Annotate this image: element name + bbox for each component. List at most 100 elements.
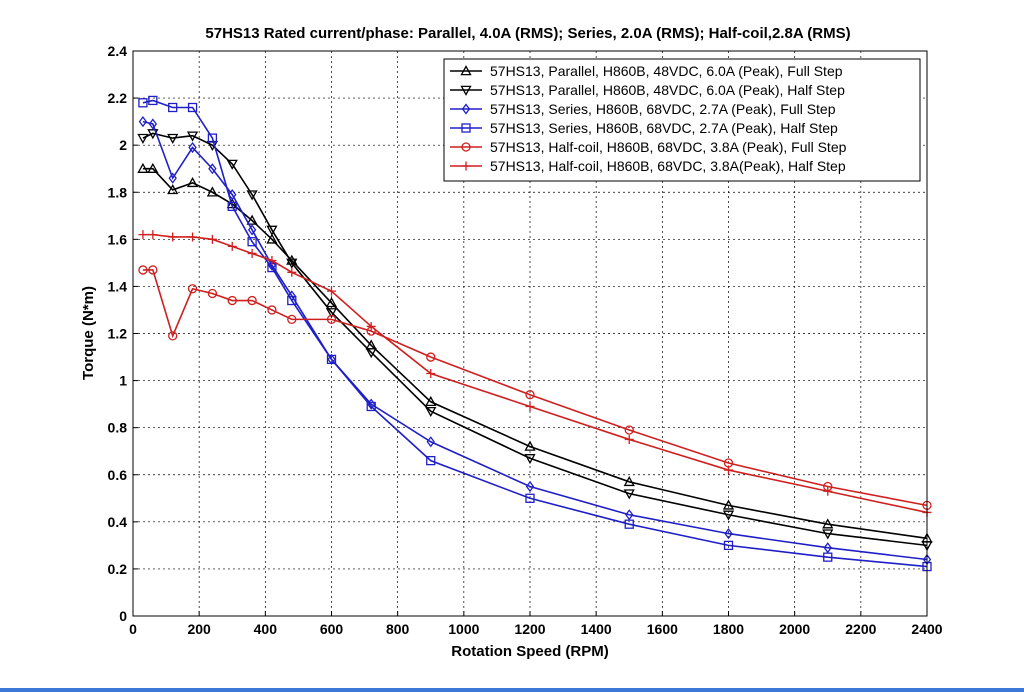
x-tick-label: 1000 xyxy=(448,621,479,637)
data-point xyxy=(148,230,158,240)
series-line xyxy=(142,99,928,568)
data-point xyxy=(366,321,376,331)
y-tick-label: 2 xyxy=(119,137,127,153)
data-point xyxy=(623,475,635,487)
legend: 57HS13, Parallel, H860B, 48VDC, 6.0A (Pe… xyxy=(443,58,921,182)
data-point xyxy=(287,267,297,277)
data-point xyxy=(525,493,535,503)
data-point xyxy=(188,232,198,242)
y-tick-label: 0.8 xyxy=(108,420,128,436)
data-point xyxy=(325,308,338,319)
series-line xyxy=(142,120,928,561)
data-point xyxy=(247,224,257,236)
data-point xyxy=(624,434,634,444)
data-point xyxy=(624,425,634,435)
legend-marker xyxy=(461,142,471,152)
data-point xyxy=(524,440,536,451)
chart-title: 57HS13 Rated current/phase: Parallel, 4.… xyxy=(205,25,850,42)
data-point xyxy=(823,486,833,496)
data-point xyxy=(227,241,237,251)
data-point xyxy=(227,201,237,212)
data-point xyxy=(365,348,377,359)
data-point xyxy=(227,295,237,306)
data-point xyxy=(148,265,158,275)
data-point xyxy=(188,141,197,154)
legend-label: 57HS13, Series, H860B, 68VDC, 2.7A (Peak… xyxy=(490,120,838,136)
y-tick-label: 1.6 xyxy=(108,231,128,247)
x-tick-label: 1200 xyxy=(514,621,545,637)
data-point xyxy=(325,297,338,308)
x-tick-label: 0 xyxy=(129,621,137,637)
data-point xyxy=(208,163,217,175)
legend-marker xyxy=(460,65,472,76)
data-point xyxy=(266,225,278,236)
y-tick-label: 2.4 xyxy=(108,43,128,59)
data-point xyxy=(187,102,198,113)
x-tick-label: 1600 xyxy=(647,621,678,637)
y-tick-label: 1 xyxy=(119,373,127,389)
legend-entry: 57HS13, Half-coil, H860B, 68VDC, 3.8A (P… xyxy=(450,139,847,155)
data-point xyxy=(286,258,298,269)
data-point xyxy=(138,98,148,108)
data-point xyxy=(624,519,634,529)
axis-ticks: 0 200 400 600 800 1000 1200 1400 1600 1800 2000 220… xyxy=(108,43,943,637)
data-point xyxy=(525,401,535,411)
data-point xyxy=(267,305,277,315)
data-point xyxy=(247,248,257,258)
data-point xyxy=(148,118,158,130)
legend-entry: 57HS13, Half-coil, H860B, 68VDC, 3.8A(Pe… xyxy=(450,158,846,174)
legend-label: 57HS13, Half-coil, H860B, 68VDC, 3.8A (P… xyxy=(490,139,847,155)
y-tick-label: 0.2 xyxy=(108,561,128,577)
data-point xyxy=(723,540,734,551)
y-tick-label: 1.4 xyxy=(108,278,128,294)
data-point xyxy=(137,162,149,173)
x-tick-label: 400 xyxy=(254,621,278,637)
data-point xyxy=(623,489,635,500)
data-point xyxy=(186,176,199,188)
data-point xyxy=(207,234,217,244)
data-point xyxy=(168,232,178,242)
legend-marker xyxy=(461,161,471,171)
data-point xyxy=(247,237,257,247)
data-point xyxy=(167,133,179,144)
x-tick-label: 1800 xyxy=(713,621,744,637)
data-point xyxy=(287,295,297,306)
legend-marker xyxy=(460,85,472,96)
data-point xyxy=(724,465,733,475)
y-tick-label: 2.2 xyxy=(108,90,128,106)
data-point xyxy=(326,354,337,365)
data-point xyxy=(724,528,733,540)
data-point xyxy=(246,214,258,225)
data-point xyxy=(426,369,436,379)
data-point xyxy=(326,314,337,325)
series-line xyxy=(142,167,928,540)
data-point xyxy=(246,190,258,201)
x-axis-label: Rotation Speed (RPM) xyxy=(451,643,609,660)
data-point xyxy=(722,510,735,521)
data-point xyxy=(366,401,376,412)
y-tick-label: 1.2 xyxy=(108,326,128,342)
data-point xyxy=(168,102,178,113)
series-1 xyxy=(137,162,933,543)
data-point xyxy=(426,436,435,448)
y-tick-label: 0.4 xyxy=(108,514,128,530)
data-point xyxy=(426,352,436,362)
series-4 xyxy=(138,95,932,572)
bottom-divider xyxy=(0,688,1024,692)
data-point xyxy=(148,95,158,106)
data-point xyxy=(287,314,297,325)
data-point xyxy=(524,454,536,465)
data-point xyxy=(168,172,177,184)
data-point xyxy=(207,288,218,299)
legend-marker xyxy=(461,123,471,133)
data-point xyxy=(822,518,834,529)
x-tick-label: 2400 xyxy=(911,621,942,637)
series-6 xyxy=(138,230,932,517)
data-point xyxy=(138,116,148,128)
data-point xyxy=(186,131,199,142)
legend-label: 57HS13, Parallel, H860B, 48VDC, 6.0A (Pe… xyxy=(490,82,845,98)
data-point xyxy=(138,230,148,240)
data-point xyxy=(207,133,218,143)
data-point xyxy=(426,455,436,466)
